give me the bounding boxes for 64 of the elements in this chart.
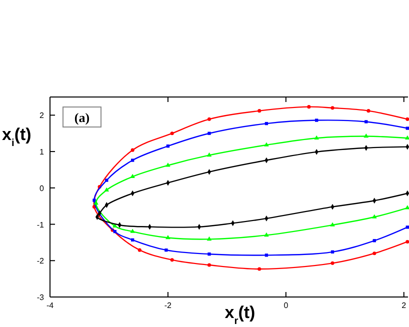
point <box>406 126 409 130</box>
point <box>372 239 376 242</box>
annotation: (a) <box>74 110 90 125</box>
y-tick-label: -2 <box>36 256 45 266</box>
point <box>264 142 269 146</box>
point <box>138 248 142 252</box>
point <box>406 226 409 229</box>
point <box>314 135 319 140</box>
point <box>405 205 409 210</box>
line-series <box>92 105 409 271</box>
y-axis-title: x$_{i}$(t) <box>2 125 32 148</box>
point <box>206 236 212 241</box>
point <box>264 254 268 257</box>
y-tick-label: 1 <box>40 148 45 157</box>
point <box>105 178 108 182</box>
point <box>405 135 409 140</box>
point <box>130 148 134 152</box>
point <box>258 267 262 271</box>
point <box>130 228 135 233</box>
point <box>208 132 211 135</box>
point <box>366 109 370 113</box>
point <box>330 106 334 110</box>
point <box>130 158 134 162</box>
point <box>104 187 110 192</box>
point <box>206 152 212 157</box>
point <box>364 134 369 138</box>
point <box>406 240 409 244</box>
x-tick-label: -4 <box>46 301 54 310</box>
point <box>94 200 98 205</box>
point <box>258 109 262 113</box>
point <box>130 238 134 242</box>
x-axis-title: x$_{r}$(t) <box>224 303 256 326</box>
point <box>207 263 212 267</box>
point <box>166 162 170 167</box>
point <box>330 250 334 254</box>
line-series <box>92 118 409 257</box>
point <box>364 120 368 124</box>
point <box>330 222 335 226</box>
point <box>307 105 311 109</box>
y-tick-label: 2 <box>40 111 45 120</box>
y-tick-label: -1 <box>36 220 45 230</box>
point <box>208 252 211 256</box>
y-tick-label: -3 <box>36 293 45 302</box>
point <box>92 198 96 202</box>
point <box>264 122 268 126</box>
point <box>166 144 170 148</box>
point <box>170 258 174 262</box>
x-tick-label: 0 <box>284 301 289 310</box>
point <box>372 252 376 256</box>
point <box>330 261 334 265</box>
point <box>315 118 318 122</box>
x-tick-label: 2 <box>402 301 407 310</box>
x-tick-label: -2 <box>164 301 172 310</box>
point <box>170 132 174 136</box>
y-tick-label: 0 <box>40 184 45 193</box>
point <box>113 230 116 234</box>
point <box>207 117 212 121</box>
point <box>164 248 168 252</box>
point <box>372 214 377 218</box>
point <box>406 117 409 121</box>
point <box>130 174 135 178</box>
line-series <box>94 134 409 241</box>
point <box>264 232 269 237</box>
point <box>166 234 170 240</box>
